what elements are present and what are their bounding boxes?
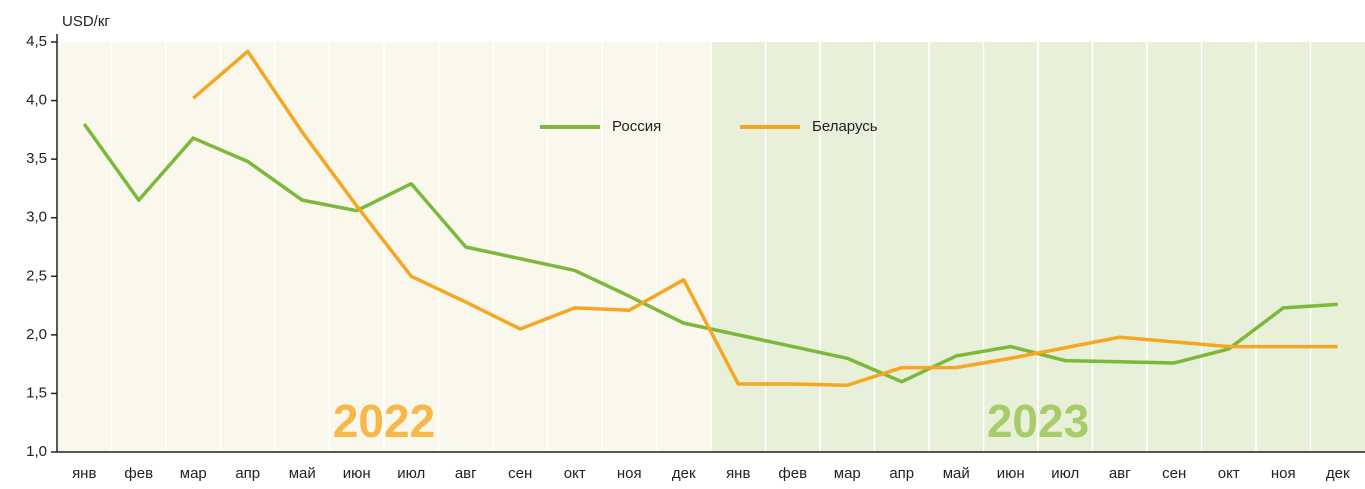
x-tick-label: янв: [726, 465, 750, 482]
x-tick-label: сен: [508, 465, 532, 482]
x-tick-label: фев: [778, 465, 807, 482]
legend-label: Беларусь: [812, 118, 878, 135]
x-tick-label: мар: [834, 465, 861, 482]
x-tick-label: апр: [235, 465, 260, 482]
x-tick-label: ноя: [617, 465, 642, 482]
x-tick-label: сен: [1162, 465, 1186, 482]
x-tick-label: мар: [180, 465, 207, 482]
x-tick-label: июл: [397, 465, 425, 482]
x-tick-label: янв: [72, 465, 96, 482]
y-tick-label: 1,0: [26, 443, 47, 460]
x-tick-label: окт: [1218, 465, 1240, 482]
x-tick-label: дек: [672, 465, 696, 482]
x-tick-label: авг: [455, 465, 477, 482]
x-tick-label: авг: [1109, 465, 1131, 482]
x-tick-label: июн: [997, 465, 1025, 482]
legend-label: Россия: [612, 118, 661, 135]
y-tick-label: 1,5: [26, 384, 47, 401]
x-tick-label: июн: [343, 465, 371, 482]
x-tick-label: ноя: [1271, 465, 1296, 482]
y-tick-label: 3,5: [26, 150, 47, 167]
y-axis-label: USD/кг: [62, 13, 110, 30]
x-tick-label: май: [943, 465, 970, 482]
x-tick-label: окт: [564, 465, 586, 482]
y-tick-label: 4,5: [26, 33, 47, 50]
period-label: 2022: [333, 395, 435, 447]
x-tick-label: май: [289, 465, 316, 482]
line: [192, 49, 1338, 387]
period-label: 2023: [987, 395, 1089, 447]
x-tick-label: июл: [1051, 465, 1079, 482]
x-tick-label: дек: [1326, 465, 1350, 482]
x-tick-label: апр: [889, 465, 914, 482]
y-tick-label: 3,0: [26, 209, 47, 226]
y-tick-label: 2,0: [26, 326, 47, 343]
y-tick-label: 4,0: [26, 92, 47, 109]
x-tick-label: фев: [124, 465, 153, 482]
y-tick-label: 2,5: [26, 267, 47, 284]
